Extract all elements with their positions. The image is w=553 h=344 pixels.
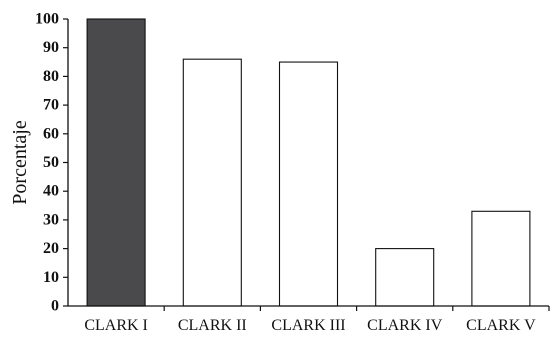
- ticks-layer: [63, 18, 550, 311]
- y-tick-label: 40: [43, 183, 59, 200]
- x-tick-label: CLARK III: [271, 317, 345, 334]
- x-tick-label: CLARK IV: [367, 317, 443, 334]
- bar-clark-v: [471, 210, 531, 307]
- y-tick-label: 20: [43, 240, 59, 257]
- y-tick-label: 10: [43, 269, 59, 286]
- y-tick-label: 90: [43, 39, 59, 56]
- y-tick-label: 0: [51, 298, 59, 315]
- y-tick-label: 70: [43, 97, 59, 114]
- x-tick-label: CLARK I: [84, 317, 148, 334]
- y-tick-label: 60: [43, 125, 59, 142]
- x-tick-label: CLARK V: [466, 317, 536, 334]
- bar-clark-ii: [182, 58, 242, 307]
- y-tick-label: 80: [43, 68, 59, 85]
- x-tick-label: CLARK II: [178, 317, 247, 334]
- bar-clark-iv: [375, 248, 435, 307]
- y-axis-title: Porcentaje: [9, 120, 31, 205]
- bar-clark-iii: [278, 61, 339, 307]
- bar-clark-i: [86, 18, 146, 307]
- bars-layer: [86, 18, 531, 307]
- y-tick-label: 50: [43, 154, 59, 171]
- y-tick-label: 100: [35, 11, 59, 28]
- y-tick-label: 30: [43, 211, 59, 228]
- labels-layer: 0 10 20 30 40 50 60 70 80 90 100 CLARK I CLARK II CLA…: [35, 11, 536, 335]
